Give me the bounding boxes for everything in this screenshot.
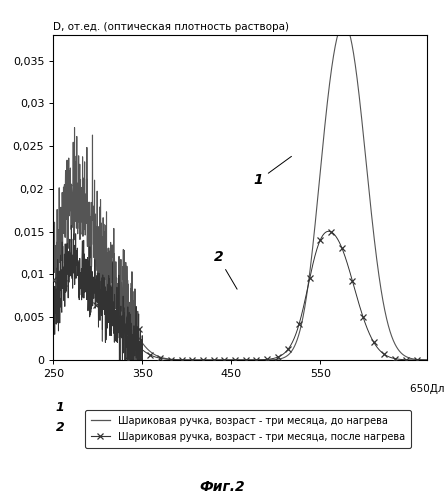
Text: 2: 2 (56, 421, 65, 434)
Text: Фиг.2: Фиг.2 (200, 480, 245, 494)
Text: 1: 1 (56, 401, 65, 414)
Text: 1: 1 (254, 156, 291, 188)
Legend: Шариковая ручка, возраст - три месяца, до нагрева, Шариковая ручка, возраст - тр: Шариковая ручка, возраст - три месяца, д… (85, 410, 411, 448)
Text: D, от.ед. (оптическая плотность раствора): D, от.ед. (оптическая плотность раствора… (53, 22, 289, 32)
Text: 2: 2 (214, 250, 237, 289)
Text: 650Длина волны, нм: 650Длина волны, нм (410, 384, 445, 394)
